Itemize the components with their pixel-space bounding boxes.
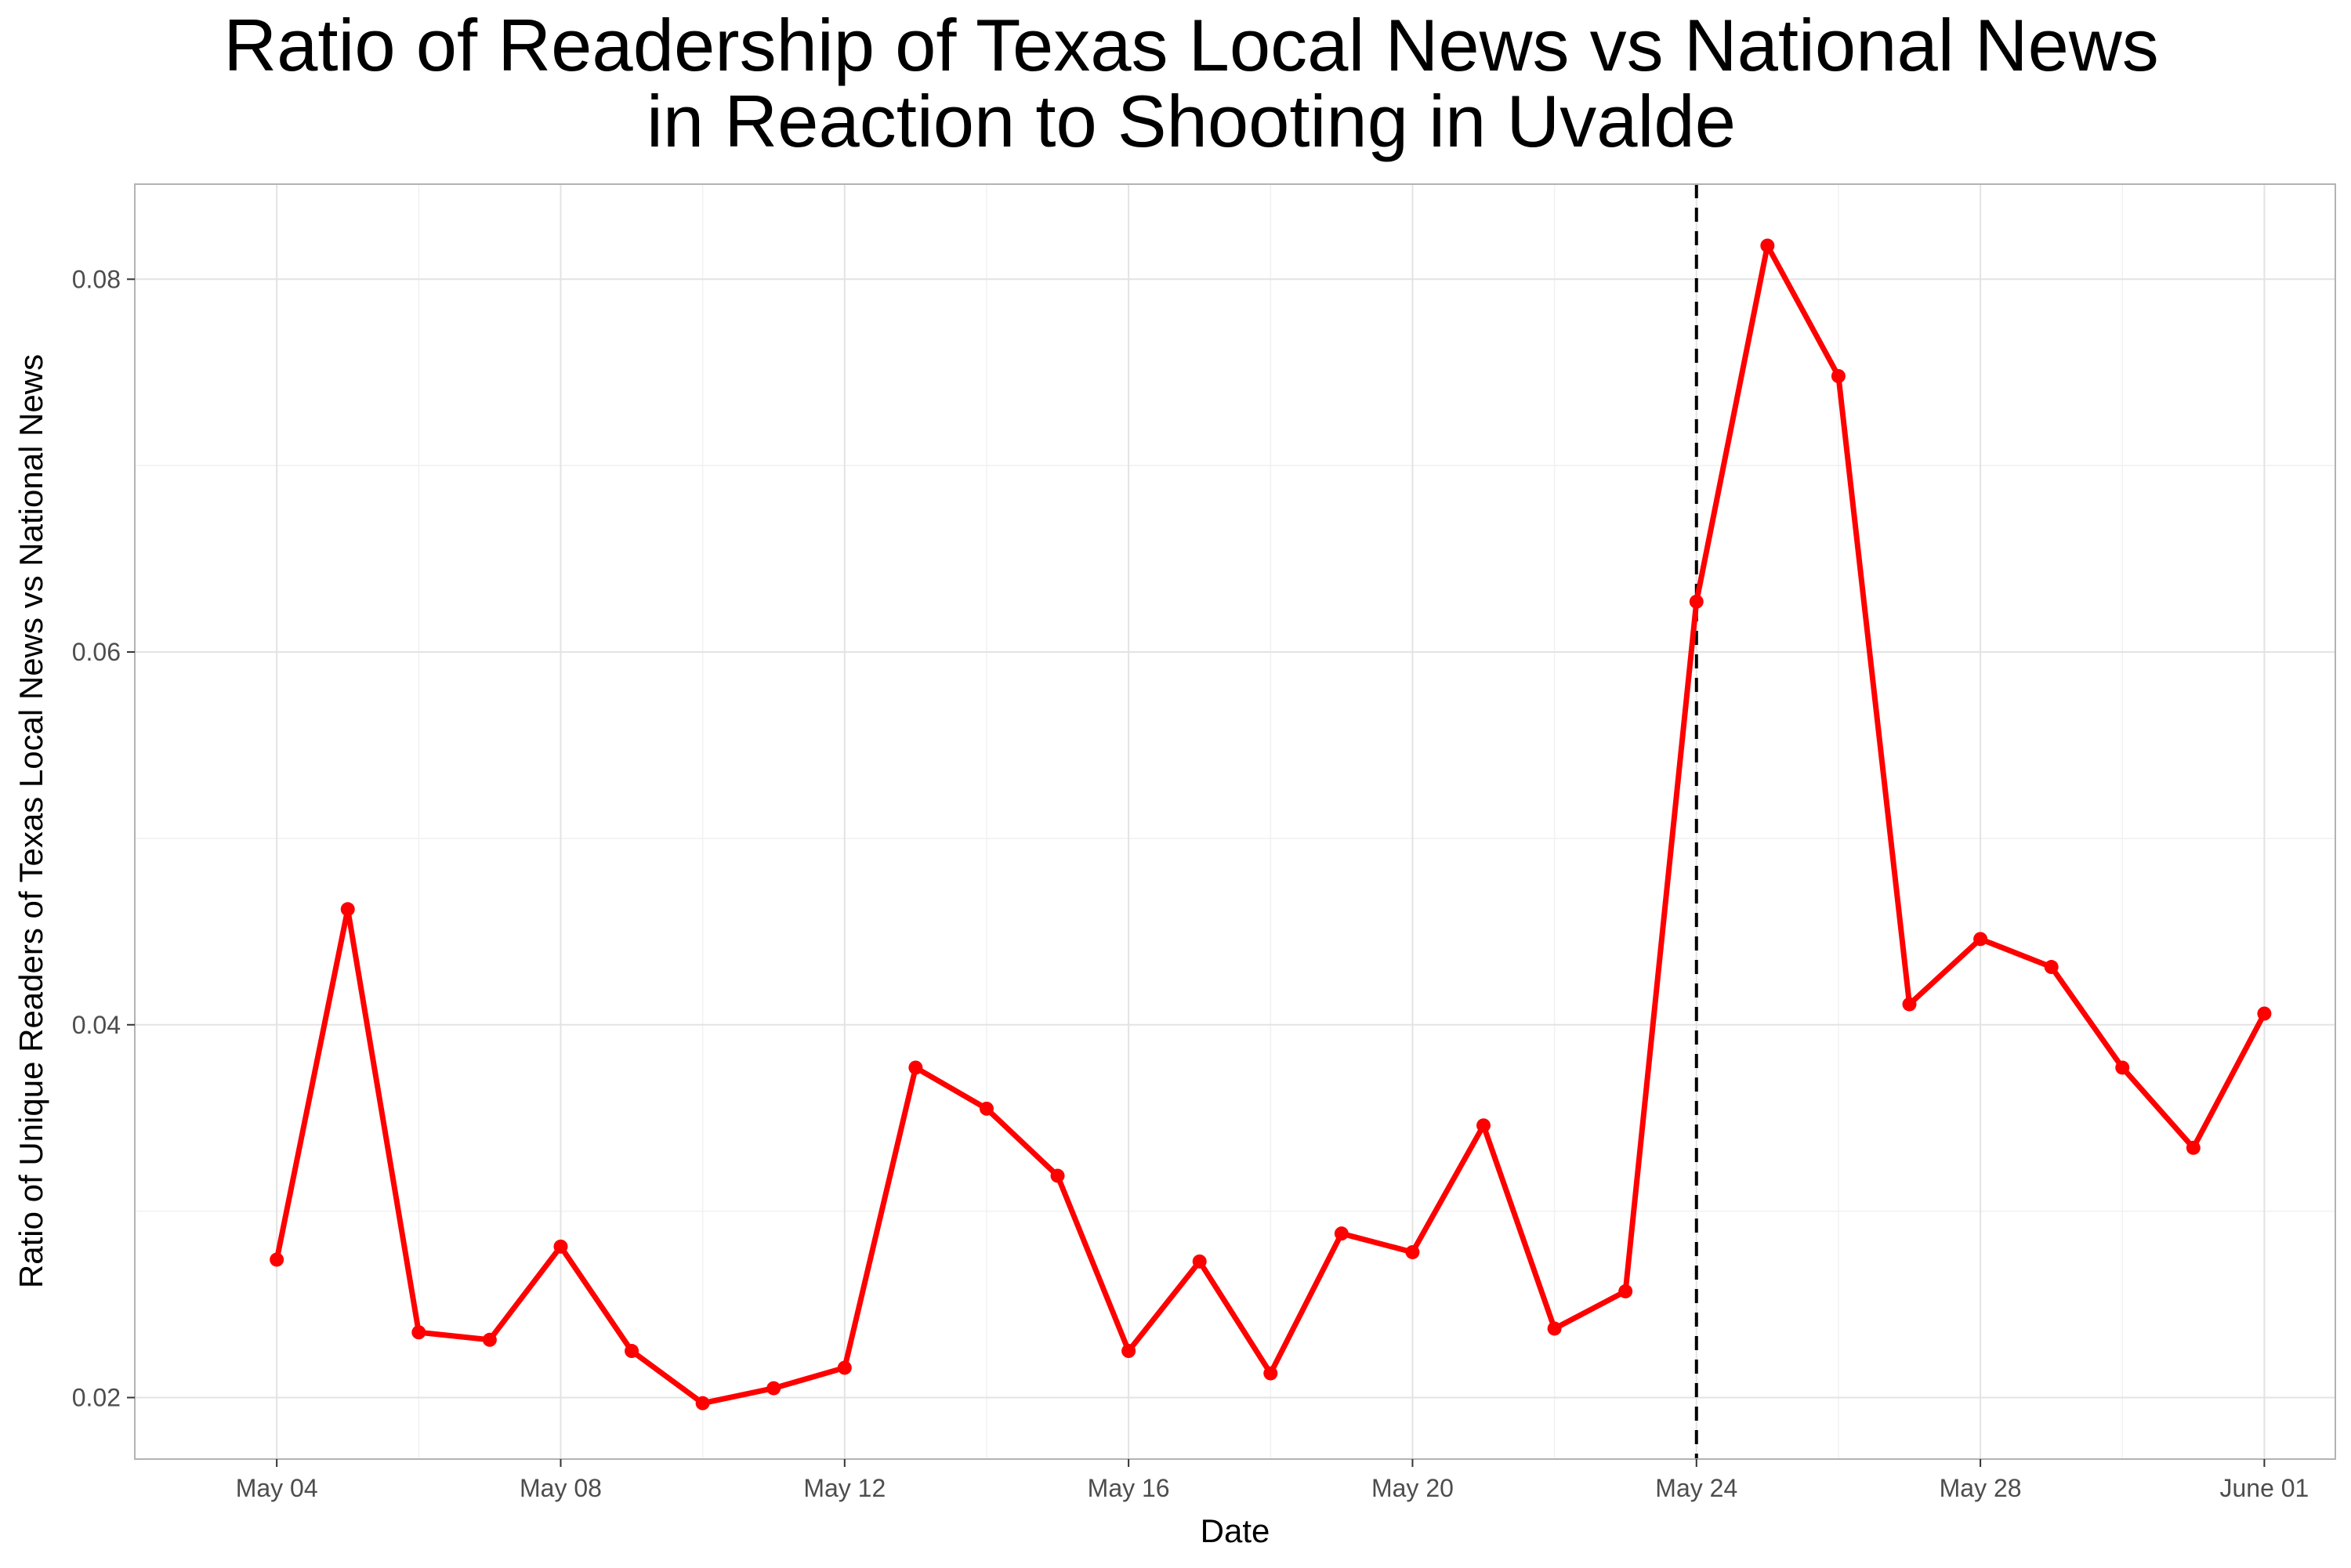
data-point-2022-06-01 bbox=[2257, 1006, 2272, 1021]
data-point-2022-05-10 bbox=[695, 1396, 710, 1410]
data-point-2022-05-17 bbox=[1192, 1254, 1207, 1269]
y-tick-label: 0.02 bbox=[72, 1384, 121, 1412]
data-point-2022-05-27 bbox=[1902, 997, 1917, 1012]
series-layer bbox=[270, 238, 2272, 1410]
data-point-2022-05-20 bbox=[1405, 1244, 1420, 1259]
data-point-2022-05-22 bbox=[1547, 1321, 1562, 1336]
chart-title-line-1: Ratio of Readership of Texas Local News … bbox=[223, 4, 2159, 86]
grid bbox=[135, 184, 2335, 1459]
data-point-2022-05-04 bbox=[270, 1252, 284, 1267]
data-point-2022-05-29 bbox=[2044, 960, 2059, 975]
chart-title-line-2: in Reaction to Shooting in Uvalde bbox=[647, 80, 1736, 162]
x-tick-label: May 20 bbox=[1371, 1474, 1454, 1502]
x-tick-label: May 08 bbox=[520, 1474, 602, 1502]
plot-panel-border bbox=[134, 183, 2336, 1460]
data-point-2022-05-18 bbox=[1263, 1366, 1278, 1381]
data-point-2022-05-14 bbox=[979, 1101, 994, 1116]
x-tick-label: May 12 bbox=[803, 1474, 886, 1502]
y-tick-label: 0.04 bbox=[72, 1011, 121, 1039]
data-point-2022-05-25 bbox=[1760, 238, 1775, 253]
data-point-2022-05-08 bbox=[553, 1239, 568, 1254]
data-point-2022-05-30 bbox=[2115, 1060, 2130, 1075]
data-point-2022-05-16 bbox=[1121, 1344, 1136, 1359]
data-point-2022-05-09 bbox=[625, 1344, 639, 1359]
data-point-2022-05-11 bbox=[766, 1381, 781, 1396]
x-tick-label: May 24 bbox=[1655, 1474, 1737, 1502]
chart-title: Ratio of Readership of Texas Local News … bbox=[223, 4, 2159, 162]
y-axis-title: Ratio of Unique Readers of Texas Local N… bbox=[13, 354, 49, 1288]
y-tick-label: 0.06 bbox=[72, 638, 121, 666]
data-point-2022-05-13 bbox=[908, 1060, 923, 1075]
x-axis-ticks: May 04 May 08 May 12 May 16 May 20 May 24 May … bbox=[236, 1459, 2309, 1502]
x-axis-title: Date bbox=[1201, 1512, 1270, 1549]
x-tick-label: May 28 bbox=[1940, 1474, 2022, 1502]
data-point-2022-05-24 bbox=[1689, 594, 1704, 609]
data-point-2022-05-15 bbox=[1050, 1168, 1065, 1183]
x-tick-label: June 01 bbox=[2219, 1474, 2309, 1502]
data-point-2022-05-21 bbox=[1476, 1118, 1491, 1133]
x-tick-label: May 16 bbox=[1088, 1474, 1170, 1502]
data-point-2022-05-19 bbox=[1334, 1226, 1349, 1241]
y-axis-ticks: 0.02 0.04 0.06 0.08 bbox=[72, 265, 135, 1412]
data-point-2022-05-28 bbox=[1973, 932, 1988, 947]
data-point-2022-05-31 bbox=[2186, 1140, 2201, 1155]
data-point-2022-05-26 bbox=[1831, 369, 1846, 384]
data-point-2022-05-05 bbox=[340, 902, 355, 917]
data-point-2022-05-23 bbox=[1618, 1284, 1633, 1298]
x-tick-label: May 04 bbox=[236, 1474, 318, 1502]
data-point-2022-05-07 bbox=[482, 1332, 497, 1347]
y-tick-label: 0.08 bbox=[72, 265, 121, 293]
data-point-2022-05-06 bbox=[411, 1325, 426, 1340]
data-point-2022-05-12 bbox=[837, 1360, 852, 1375]
